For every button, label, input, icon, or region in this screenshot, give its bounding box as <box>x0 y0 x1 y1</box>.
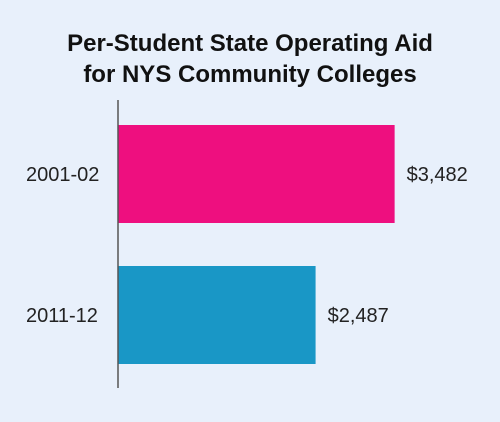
chart-title: Per-Student State Operating Aid for NYS … <box>0 28 500 90</box>
category-label-2011-12: 2011-12 <box>26 305 98 327</box>
chart-title-line-1: Per-Student State Operating Aid <box>67 30 433 57</box>
category-label-2001-02: 2001-02 <box>26 164 99 186</box>
chart-title-line-2: for NYS Community Colleges <box>83 61 417 88</box>
value-label-2011-12: $2,487 <box>328 305 389 327</box>
value-label-2001-02: $3,482 <box>407 164 468 186</box>
bar-2011-12 <box>118 266 316 364</box>
bar-2001-02 <box>118 125 395 223</box>
